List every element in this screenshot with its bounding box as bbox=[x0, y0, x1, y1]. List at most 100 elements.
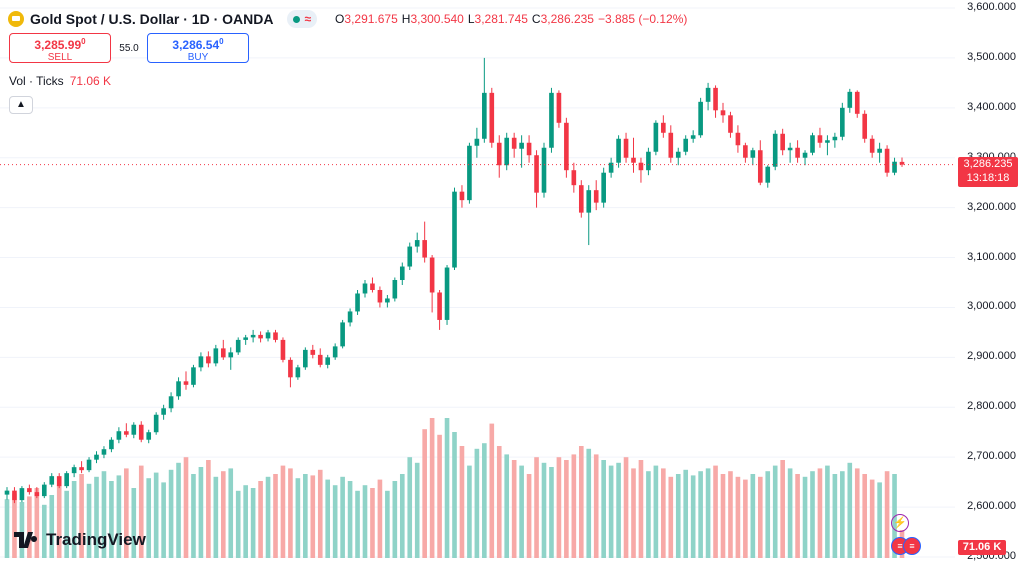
volume-bar bbox=[392, 481, 398, 558]
chart-header: Gold Spot / U.S. Dollar · 1D · OANDA ≈ O… bbox=[8, 9, 687, 29]
symbol-title[interactable]: Gold Spot / U.S. Dollar · 1D · OANDA bbox=[30, 11, 274, 27]
volume-bar bbox=[541, 462, 547, 558]
candle-body bbox=[146, 432, 152, 440]
volume-bar bbox=[847, 462, 853, 558]
candle-body bbox=[474, 138, 480, 146]
volume-bar bbox=[444, 418, 450, 558]
candle-body bbox=[250, 334, 256, 338]
close-key: C bbox=[531, 12, 541, 26]
volume-bar bbox=[183, 457, 189, 558]
volume-bar bbox=[668, 476, 674, 558]
candle-body bbox=[198, 356, 204, 368]
volume-bar bbox=[534, 457, 539, 558]
spread-value: 55.0 bbox=[119, 42, 139, 54]
volume-bar bbox=[802, 476, 808, 558]
volume-bar bbox=[728, 471, 733, 558]
volume-bar bbox=[869, 479, 875, 558]
volume-bar bbox=[325, 479, 331, 558]
candle-body bbox=[243, 337, 248, 340]
candle-body bbox=[571, 170, 577, 186]
volume-bar bbox=[243, 485, 248, 558]
candle-body bbox=[787, 147, 793, 151]
volume-bar bbox=[661, 468, 666, 558]
candle-body bbox=[280, 339, 286, 360]
volume-bar bbox=[79, 474, 84, 558]
volume-bar bbox=[511, 460, 517, 558]
volume-bar bbox=[429, 418, 435, 558]
volume-bar bbox=[474, 448, 480, 558]
candle-body bbox=[101, 449, 107, 455]
candle-body bbox=[295, 367, 301, 378]
candle-body bbox=[407, 246, 413, 267]
collapse-legend-button[interactable]: ▲ bbox=[9, 96, 33, 114]
candle-body bbox=[586, 190, 592, 213]
volume-bars bbox=[4, 418, 905, 558]
candle-body bbox=[690, 135, 696, 139]
candle-body bbox=[892, 161, 897, 173]
volume-bar bbox=[265, 476, 271, 558]
candle-body bbox=[616, 138, 621, 163]
candle-body bbox=[564, 122, 569, 171]
candle-body bbox=[49, 476, 55, 485]
candle-body bbox=[34, 492, 40, 497]
y-tick-label: 2,900.000 bbox=[967, 350, 1016, 363]
candle-body bbox=[802, 152, 808, 158]
volume-bar bbox=[317, 469, 323, 558]
candle-body bbox=[683, 138, 689, 152]
candle-body bbox=[4, 490, 10, 495]
change-value: −3.885 (−0.12%) bbox=[597, 12, 688, 26]
candle-body bbox=[541, 147, 547, 193]
candle-body bbox=[623, 138, 629, 158]
candle-body bbox=[549, 92, 554, 148]
volume-bar bbox=[608, 465, 614, 558]
candle-body bbox=[41, 484, 47, 497]
candle-body bbox=[71, 467, 77, 474]
volume-bar bbox=[653, 465, 659, 558]
volume-bar bbox=[206, 460, 211, 558]
candle-body bbox=[556, 92, 562, 123]
candle-body bbox=[347, 311, 353, 323]
candle-body bbox=[511, 137, 517, 149]
volume-bar bbox=[362, 485, 368, 558]
tradingview-logo-icon bbox=[14, 532, 38, 548]
buy-button[interactable]: 3,286.540 BUY bbox=[147, 33, 249, 63]
candlesticks bbox=[4, 57, 905, 504]
currency-flag-icon[interactable]: ≡ bbox=[903, 537, 921, 555]
lightning-icon[interactable]: ⚡ bbox=[891, 514, 909, 532]
bar-countdown: 13:18:18 bbox=[966, 172, 1010, 184]
candle-body bbox=[772, 133, 778, 167]
volume-bar bbox=[161, 482, 166, 558]
candle-body bbox=[847, 91, 853, 108]
candle-body bbox=[288, 359, 293, 378]
candle-body bbox=[869, 138, 875, 153]
volume-bar bbox=[258, 481, 263, 558]
buy-price: 3,286.54 bbox=[172, 38, 220, 52]
candle-body bbox=[675, 151, 681, 158]
open-value: 3,291.675 bbox=[344, 12, 398, 26]
volume-bar bbox=[41, 504, 47, 558]
volume-bar bbox=[347, 481, 353, 558]
market-status[interactable]: ≈ bbox=[287, 10, 318, 28]
candle-body bbox=[698, 101, 703, 136]
volume-bar bbox=[303, 474, 308, 558]
sell-button[interactable]: 3,285.990 SELL bbox=[9, 33, 111, 63]
candle-body bbox=[27, 488, 32, 493]
candle-body bbox=[385, 298, 390, 303]
volume-bar bbox=[877, 482, 882, 558]
candle-body bbox=[810, 135, 815, 153]
candle-body bbox=[638, 162, 644, 171]
candle-body bbox=[213, 348, 219, 364]
y-tick-label: 3,200.000 bbox=[967, 200, 1016, 213]
candle-body bbox=[444, 267, 450, 320]
candle-body bbox=[526, 142, 532, 156]
volume-bar bbox=[489, 423, 495, 558]
candle-body bbox=[429, 257, 435, 293]
volume-bar bbox=[340, 476, 345, 558]
volume-bar bbox=[273, 474, 278, 558]
tradingview-logo[interactable]: TradingView bbox=[14, 530, 146, 550]
volume-legend[interactable]: Vol · Ticks 71.06 K bbox=[9, 74, 111, 88]
gold-symbol-icon bbox=[8, 11, 24, 27]
candle-body bbox=[713, 87, 718, 111]
candle-body bbox=[593, 190, 599, 203]
